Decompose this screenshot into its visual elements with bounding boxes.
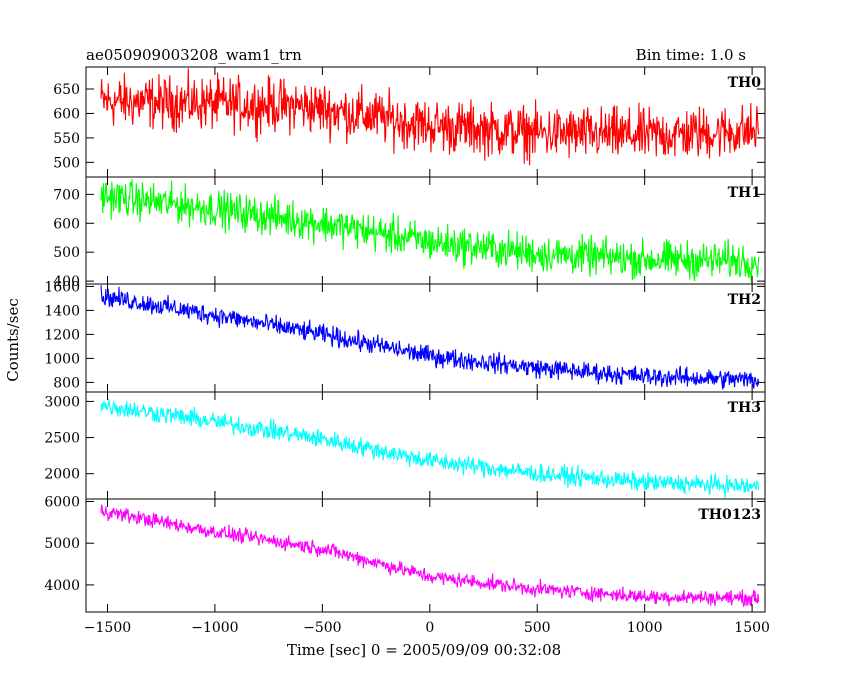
panel-label-th1: TH1: [728, 185, 761, 201]
x-tick-label: −500: [303, 620, 341, 636]
panel-stack: 500 550 600 650 TH0 400 500 600 700 TH1 800 1000 120…: [44, 66, 770, 636]
y-tick-label: 5000: [44, 536, 80, 552]
x-tick-label: 1000: [627, 620, 663, 636]
y-tick-label: 700: [53, 187, 80, 203]
y-tick-label: 800: [53, 375, 80, 391]
y-tick-label: 2500: [44, 431, 80, 447]
panel-th0123-frame: [85, 498, 766, 613]
panel-label-th3: TH3: [728, 400, 761, 416]
y-tick-label: 1200: [44, 327, 80, 343]
series-th0-line: [100, 68, 760, 166]
y-tick-label: 2000: [44, 467, 80, 483]
y-tick-label: 3000: [44, 394, 80, 410]
y-tick-label: 400: [53, 274, 80, 290]
y-tick-label: 1000: [44, 351, 80, 367]
series-th1-line: [100, 179, 760, 283]
panel-label-th0: TH0: [728, 75, 762, 91]
series-th3-line: [100, 398, 760, 499]
y-tick-label: 500: [53, 245, 80, 261]
x-tick-label: 500: [524, 620, 551, 636]
panel-th3-frame: [85, 391, 766, 500]
bin-time-label: Bin time: 1.0 s: [636, 46, 746, 64]
y-tick-label: 1600: [44, 279, 80, 295]
y-tick-label: 6000: [44, 495, 80, 511]
y-tick-label: 650: [53, 82, 80, 98]
series-th0123-line: [100, 504, 760, 608]
panel-label-th0123: TH0123: [698, 507, 761, 523]
y-tick-label: 600: [53, 106, 80, 122]
x-tick-label: 0: [425, 620, 434, 636]
x-tick-label: 1500: [734, 620, 770, 636]
y-tick-label: 4000: [44, 578, 80, 594]
y-tick-label: 550: [53, 131, 80, 147]
x-tick-label: −1500: [84, 620, 131, 636]
y-axis-label: Counts/sec: [4, 298, 22, 382]
panel-th2-frame: [85, 283, 766, 393]
chart-title: ae050909003208_wam1_trn: [86, 46, 302, 64]
y-tick-label: 1400: [44, 303, 80, 319]
panel-label-th2: TH2: [728, 292, 761, 308]
y-tick-label: 500: [53, 155, 80, 171]
y-tick-label: 600: [53, 216, 80, 232]
series-th2-line: [100, 285, 760, 390]
x-axis-label: Time [sec] 0 = 2005/09/09 00:32:08: [287, 641, 561, 659]
x-tick-label: −1000: [191, 620, 238, 636]
